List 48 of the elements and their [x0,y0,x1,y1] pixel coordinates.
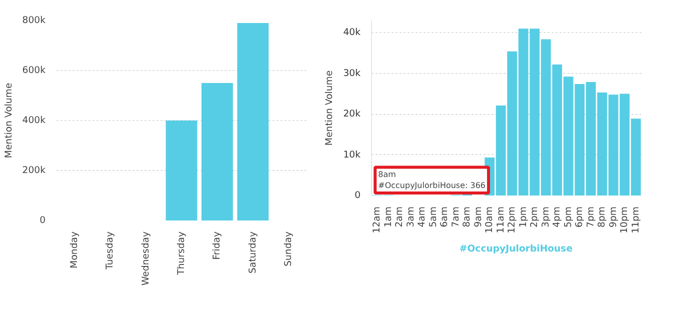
y-tick-label: 200k [22,165,46,176]
x-tick-label: 3am [405,206,416,228]
y-tick-label: 0 [40,215,46,226]
x-tick-label: 2pm [529,206,540,228]
x-tick-label: 6am [439,206,450,228]
x-tick-label: 7am [450,206,462,228]
x-tick-label: 9am [472,206,484,228]
x-tick-label: Tuesday [104,231,116,270]
x-tick-label: 12pm [506,206,518,234]
x-tick-label: Thursday [176,231,187,276]
y-tick-label: 10k [343,149,362,160]
y-tick-label: 400k [22,115,46,126]
x-tick-label: 5pm [562,206,574,228]
x-tick-label: 6pm [574,206,586,228]
x-tick-label: 1am [382,206,394,228]
x-tick-label: 11am [495,206,506,234]
x-tick-label: 3pm [540,206,552,228]
x-tick-label: Sunday [283,231,294,266]
x-tick-label: 12am [372,206,383,234]
y-tick-label: 30k [343,68,362,79]
x-tick-label: 8pm [596,206,608,228]
x-tick-label: 7pm [585,206,596,228]
y-axis-title: Mention Volume [3,82,14,158]
y-tick-label: 0 [354,190,361,201]
bar [202,83,233,220]
y-tick-label: 800k [22,15,46,26]
x-tick-label: 5am [428,206,439,228]
x-tick-label: 8am [462,206,473,228]
x-tick-label: Monday [68,231,80,268]
x-tick-label: 1pm [518,206,529,228]
x-tick-label: Wednesday [140,231,152,286]
annotation: 8am #OccupyJulorbiHouse: 366 [378,170,486,190]
x-tick-label: 11pm [630,206,642,234]
text: #OccupyJulorbiHouse [459,244,573,254]
y-tick-label: 600k [22,65,46,76]
x-tick-label: 4am [416,206,428,228]
x-tick-label: 9pm [608,206,619,228]
y-tick-label: 40k [343,27,362,38]
y-tick-label: 20k [343,108,362,120]
x-tick-label: 10pm [619,206,630,234]
bar [237,23,269,220]
x-tick-label: Friday [212,231,223,260]
y-axis-title: Mention Volume [324,70,336,146]
bar [166,120,198,220]
x-tick-label: Saturday [247,231,258,274]
x-tick-label: 10am [484,206,496,234]
x-tick-label: 4pm [552,206,563,228]
x-tick-label: 2am [394,206,406,228]
